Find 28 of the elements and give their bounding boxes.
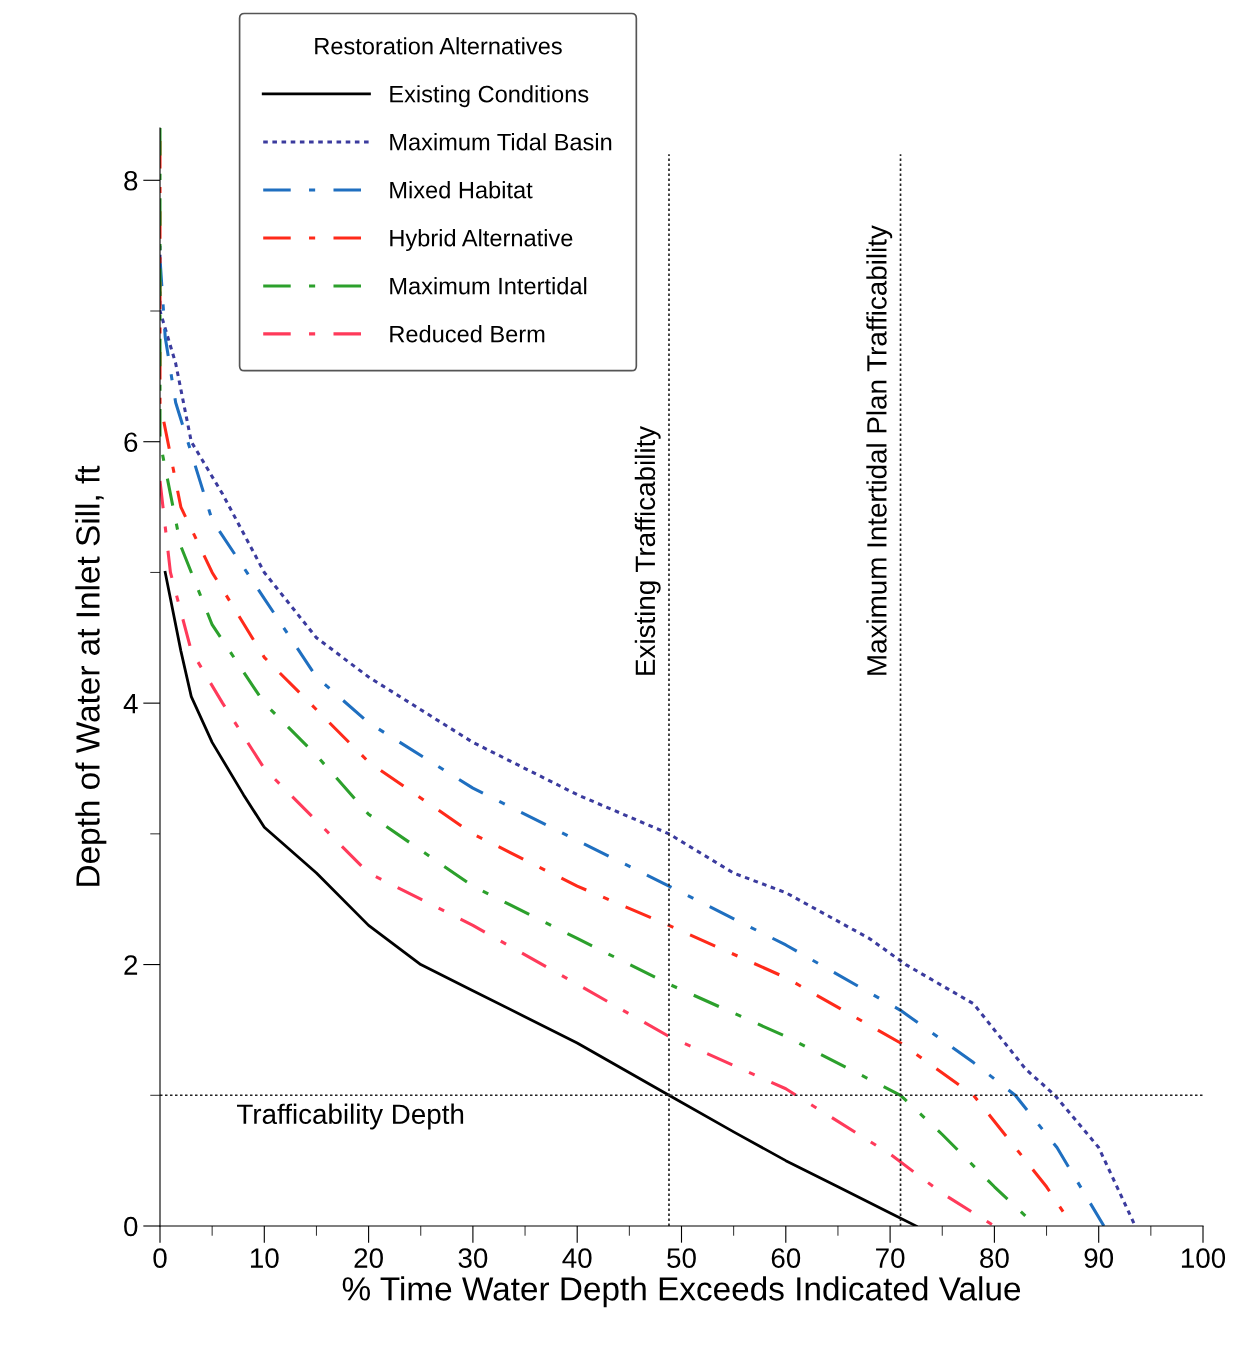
x-tick-label: 60 [771,1248,801,1268]
x-tick-label: 30 [458,1248,488,1268]
ref-line-label: Existing Trafficability [634,425,661,675]
legend-title: Restoration Alternatives [315,37,562,55]
y-tick-label: 0 [124,1216,138,1237]
x-tick-label: 80 [980,1248,1009,1268]
y-tick-label: 2 [124,955,138,975]
y-tick-label: 6 [124,432,138,453]
x-tick-label: 70 [876,1248,905,1268]
x-tick-label: 90 [1084,1248,1114,1268]
y-tick-label: 4 [123,694,138,714]
y-tick-label: 8 [124,170,138,191]
ref-line-label: Maximum Intertidal Plan Trafficability [866,225,893,675]
legend-label: Existing Conditions [390,85,589,108]
legend-label: Hybrid Alternative [390,229,573,252]
x-tick-label: 10 [250,1248,279,1268]
legend-label: Mixed Habitat [390,181,533,199]
x-axis-title: % Time Water Depth Exceeds Indicated Value [342,1276,1021,1308]
x-tick-label: 40 [562,1248,592,1268]
legend-label: Reduced Berm [390,325,545,343]
legend-label: Maximum Intertidal [390,277,587,295]
y-axis-title: Depth of Water at Inlet Sill, ft [75,465,107,886]
x-tick-label: 100 [1181,1248,1226,1268]
x-tick-label: 20 [354,1248,383,1268]
x-tick-label: 50 [667,1248,696,1268]
x-tick-label: 0 [153,1248,167,1268]
ref-line-label: Trafficability Depth [237,1103,464,1130]
legend-label: Maximum Tidal Basin [390,133,612,151]
